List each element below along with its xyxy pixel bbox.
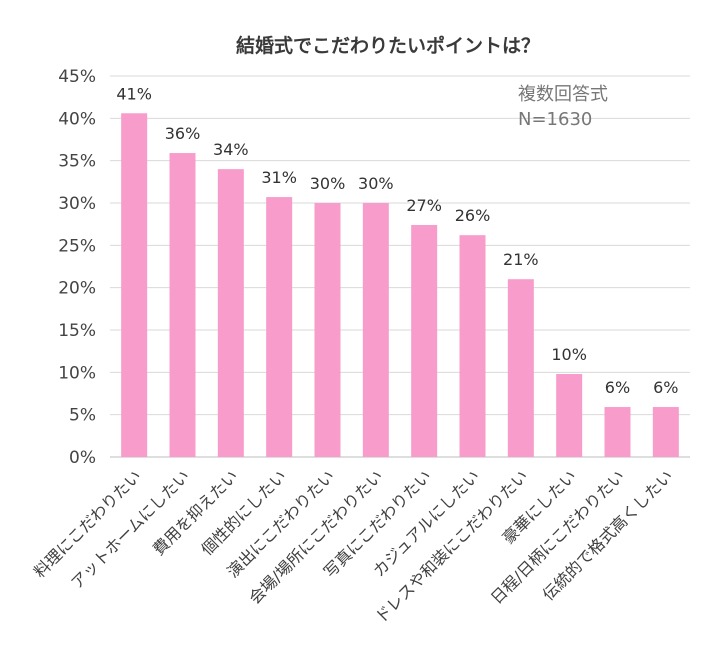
y-tick-label: 10% (58, 363, 96, 383)
bars (121, 113, 679, 458)
chart-title: 結婚式でこだわりたいポイントは？ (236, 34, 540, 57)
y-tick-label: 25% (58, 236, 96, 256)
bar (604, 407, 631, 457)
bar (411, 225, 438, 457)
bar (556, 374, 583, 457)
annotation-answer-type: 複数回答式 (518, 84, 608, 105)
data-label: 6% (605, 378, 630, 397)
gridlines (110, 75, 690, 458)
y-axis-tick-labels: 0% 5% 10% 15% 20% 25% 30% 35% 40% 45% (58, 67, 96, 468)
bar (507, 279, 534, 457)
y-tick-label: 45% (58, 67, 96, 87)
y-tick-label: 30% (58, 194, 96, 214)
bar (217, 169, 244, 457)
data-label: 30% (358, 174, 394, 193)
data-label: 36% (165, 124, 201, 143)
data-label: 21% (503, 250, 539, 269)
bar (652, 407, 679, 457)
data-label: 34% (213, 140, 249, 159)
bar (459, 235, 486, 457)
x-axis-category-labels: 料理にこだわりたいアットホームにしたい費用を抑えたい個性的にしたい演出にこだわり… (30, 466, 677, 626)
category-label: 個性的にしたい (197, 466, 290, 559)
y-tick-label: 0% (69, 448, 96, 468)
bar (362, 203, 389, 457)
annotation-sample-size: N=1630 (518, 109, 592, 130)
y-tick-label: 35% (58, 152, 96, 172)
data-label: 27% (406, 196, 442, 215)
data-label: 41% (116, 84, 152, 103)
bar (169, 153, 196, 457)
y-tick-label: 20% (58, 279, 96, 299)
data-label: 31% (261, 168, 297, 187)
data-label: 30% (310, 174, 346, 193)
y-tick-label: 40% (58, 109, 96, 129)
bar (121, 113, 148, 458)
bar (314, 203, 341, 457)
data-label: 26% (455, 206, 491, 225)
y-tick-label: 5% (69, 406, 96, 426)
bar (266, 197, 293, 457)
category-label: 費用を抑えたい (149, 466, 242, 559)
data-labels: 41% 36% 34% 31% 30% 30% 27% 26% 21% 10% 6% 6% (116, 84, 678, 397)
y-tick-label: 15% (58, 321, 96, 341)
data-label: 10% (551, 345, 587, 364)
data-label: 6% (653, 378, 678, 397)
